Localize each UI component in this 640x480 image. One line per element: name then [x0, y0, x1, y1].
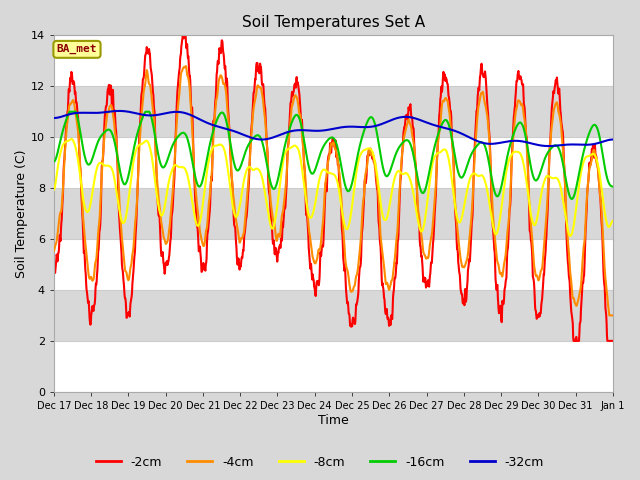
- Title: Soil Temperatures Set A: Soil Temperatures Set A: [242, 15, 425, 30]
- -4cm: [605, 312, 613, 318]
- Text: BA_met: BA_met: [57, 44, 97, 54]
- -16cm: [50, 159, 58, 165]
- -8cm: [50, 187, 58, 192]
- -16cm: [568, 196, 575, 202]
- -2cm: [420, 277, 428, 283]
- Bar: [54, 36, 613, 86]
- -2cm: [179, 27, 187, 33]
- Bar: [54, 188, 613, 239]
- -8cm: [566, 233, 574, 239]
- -16cm: [237, 162, 245, 168]
- -8cm: [161, 202, 169, 208]
- -2cm: [50, 262, 58, 268]
- -2cm: [161, 271, 168, 276]
- Line: -32cm: -32cm: [54, 111, 613, 146]
- -8cm: [68, 136, 76, 142]
- Bar: [54, 290, 613, 341]
- -2cm: [493, 282, 501, 288]
- -8cm: [609, 218, 617, 224]
- -32cm: [50, 115, 58, 121]
- Line: -4cm: -4cm: [54, 66, 613, 315]
- Y-axis label: Soil Temperature (C): Soil Temperature (C): [15, 149, 28, 278]
- -2cm: [237, 260, 245, 265]
- -4cm: [182, 63, 190, 69]
- -32cm: [543, 143, 550, 149]
- -4cm: [50, 248, 58, 254]
- -8cm: [493, 229, 501, 235]
- -32cm: [545, 143, 552, 149]
- Line: -8cm: -8cm: [54, 139, 613, 236]
- Line: -2cm: -2cm: [54, 30, 613, 341]
- -32cm: [237, 131, 245, 137]
- -32cm: [175, 109, 182, 115]
- -32cm: [115, 108, 123, 114]
- -4cm: [609, 312, 617, 318]
- -16cm: [609, 184, 617, 190]
- -32cm: [493, 140, 501, 146]
- Line: -16cm: -16cm: [54, 112, 613, 199]
- -8cm: [420, 220, 428, 226]
- -4cm: [543, 208, 550, 214]
- Bar: [54, 341, 613, 392]
- -16cm: [175, 133, 182, 139]
- -4cm: [493, 259, 501, 265]
- Bar: [54, 86, 613, 137]
- -32cm: [609, 137, 617, 143]
- -16cm: [420, 189, 428, 194]
- -2cm: [174, 79, 182, 85]
- Legend: -2cm, -4cm, -8cm, -16cm, -32cm: -2cm, -4cm, -8cm, -16cm, -32cm: [91, 451, 549, 474]
- -16cm: [161, 163, 169, 168]
- -4cm: [237, 235, 245, 241]
- -32cm: [161, 110, 169, 116]
- -8cm: [237, 195, 245, 201]
- X-axis label: Time: Time: [318, 414, 349, 427]
- -4cm: [161, 237, 168, 242]
- -16cm: [543, 152, 550, 157]
- -2cm: [570, 338, 577, 344]
- -16cm: [493, 193, 501, 199]
- Bar: [54, 239, 613, 290]
- Bar: [54, 137, 613, 188]
- -2cm: [609, 338, 617, 344]
- -8cm: [175, 164, 182, 170]
- -16cm: [66, 109, 74, 115]
- -4cm: [174, 101, 182, 107]
- -4cm: [420, 252, 428, 258]
- -8cm: [543, 173, 550, 179]
- -32cm: [420, 119, 428, 124]
- -2cm: [543, 223, 550, 229]
